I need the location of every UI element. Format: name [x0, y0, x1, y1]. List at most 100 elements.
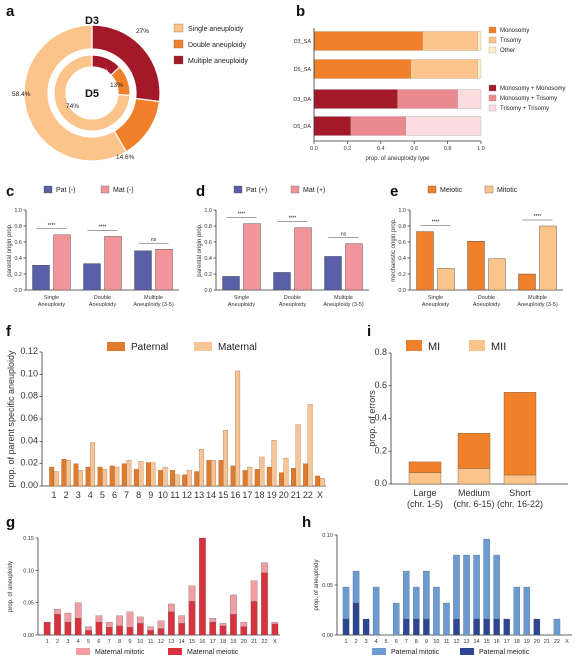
c-bar: [104, 236, 122, 291]
f-category-label: 16: [230, 490, 240, 500]
f-bar: [73, 463, 79, 487]
g-legend-label: Maternal meiotic: [187, 649, 239, 656]
h-category-label: X: [565, 639, 569, 645]
g-bar-segment: [261, 562, 268, 574]
h-category-label: 5: [385, 639, 388, 645]
g-bar-segment: [219, 625, 227, 636]
g-category-label: 16: [199, 639, 205, 645]
g-y-tick-label: 0.10: [23, 568, 34, 574]
e-y-tick-label: 0.2: [398, 272, 406, 278]
g-bar-segment: [199, 537, 206, 636]
c-category-label: Aneuploidy (3-5): [133, 302, 174, 308]
e-bar: [488, 258, 506, 291]
g-bar-segment: [240, 626, 248, 636]
h-y-tick-label: 0.00: [322, 633, 333, 639]
h-y-axis-label: prop. of aneuploidy: [314, 559, 320, 610]
f-bar: [218, 460, 224, 487]
f-category-label: 17: [242, 490, 252, 500]
i-category-label: Large: [413, 488, 436, 498]
g-bar-segment: [116, 625, 123, 636]
g-bar-segment: [95, 621, 103, 636]
f-bar: [114, 466, 120, 487]
g-bar-segment: [105, 627, 113, 636]
h-category-label: 16: [494, 639, 500, 645]
i-legend-label: MI: [428, 341, 440, 353]
d-legend-swatch: [233, 185, 243, 194]
f-bar: [102, 469, 108, 487]
g-category-label: 6: [97, 639, 100, 645]
i-y-tick-label: 0.0: [374, 478, 387, 488]
f-category-label: 5: [100, 490, 105, 500]
i-category-label: Medium: [458, 488, 490, 498]
h-legend-swatch: [460, 648, 474, 655]
legend-swatch: [488, 36, 497, 44]
i-category-label: (chr. 1-5): [407, 499, 443, 509]
d-y-tick-label: 0.8: [204, 224, 212, 230]
chart-f-bars: 0.00 0.02 0.04 0.06 0.08 0.10 0.12 prop. of par…: [6, 342, 326, 500]
g-bar-segment: [85, 630, 92, 636]
e-legend-label: Mitotic: [497, 187, 518, 194]
h-category-label: 12: [453, 639, 459, 645]
i-legend-label: MII: [491, 341, 506, 353]
f-y-tick-label: 0.04: [20, 435, 38, 445]
e-sig-label: ****: [432, 220, 440, 226]
legend-swatch: [488, 104, 497, 112]
i-bar-segment: [457, 433, 491, 469]
d-bar: [294, 227, 312, 291]
x-tick-label: 0.0: [310, 146, 318, 152]
i-bar-segment: [408, 472, 442, 485]
d-category-label: Single: [234, 295, 249, 301]
c-legend-label: Pat (-): [56, 187, 75, 194]
h-bar-segment: [423, 570, 430, 620]
g-bar-segment: [74, 602, 82, 619]
i-y-tick-label: 0.4: [374, 413, 387, 423]
panel-label-a: a: [6, 3, 15, 20]
f-bar: [146, 462, 151, 487]
f-category-label: 22: [303, 490, 313, 500]
bar-segment: [313, 31, 423, 51]
d-bar: [273, 272, 291, 291]
g-bar-segment: [157, 628, 165, 636]
bar-segment: [405, 116, 482, 136]
g-bar-segment: [64, 612, 72, 623]
f-bar: [162, 466, 168, 487]
g-bar-segment: [116, 615, 123, 627]
chart-d-bars: 0.0 0.2 0.4 0.6 0.8 1.0 parental origin prop. S…: [197, 185, 369, 308]
e-category-label: Aneuploidy (3-5): [517, 302, 558, 308]
legend-label: Monosomy + Trisomy: [500, 96, 557, 102]
f-category-label: 11: [170, 490, 179, 500]
e-bar: [416, 231, 434, 291]
f-legend-label: Maternal: [218, 342, 257, 353]
d-bar: [324, 256, 342, 291]
i-bar-segment: [408, 461, 442, 473]
c-sig-label: ****: [48, 223, 56, 229]
f-category-label: 9: [148, 490, 153, 500]
i-y-tick-label: 0.2: [374, 445, 387, 455]
h-bar-segment: [463, 554, 470, 636]
i-y-tick-label: 0.8: [374, 347, 387, 357]
f-category-label: X: [317, 490, 323, 500]
h-bar-segment: [493, 618, 500, 636]
c-bar: [155, 248, 173, 291]
f-bar: [242, 470, 248, 487]
c-category-label: Aneuploidy: [89, 302, 116, 308]
h-category-label: 7: [405, 639, 408, 645]
g-bar-segment: [209, 621, 217, 636]
legend-swatch: [173, 39, 184, 49]
donut-slice-label: 13%: [110, 82, 123, 89]
h-category-label: 6: [395, 639, 398, 645]
x-tick-label: 1.0: [477, 146, 485, 152]
d-y-axis-label: parental origin prop.: [197, 223, 203, 277]
h-bar-segment: [352, 602, 360, 636]
f-bar: [170, 470, 176, 487]
g-bar-segment: [147, 626, 154, 631]
f-bar: [278, 472, 284, 487]
f-bar: [319, 478, 325, 487]
h-bar-segment: [493, 554, 500, 620]
f-bar: [150, 462, 156, 487]
g-category-label: 5: [87, 639, 90, 645]
f-bar: [121, 463, 127, 487]
d-y-tick-label: 0.0: [204, 288, 212, 294]
g-bar-segment: [64, 621, 72, 636]
